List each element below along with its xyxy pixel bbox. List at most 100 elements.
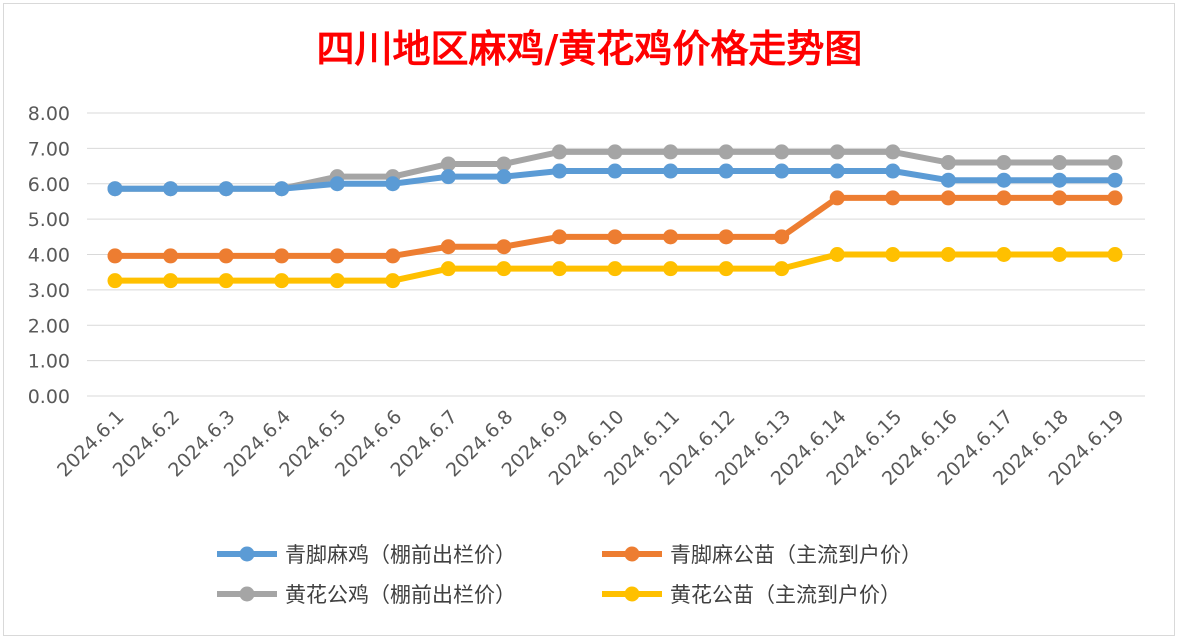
data-point bbox=[440, 239, 456, 255]
data-point bbox=[218, 181, 234, 197]
data-point bbox=[551, 229, 567, 245]
legend-swatch-marker bbox=[624, 546, 640, 562]
x-axis: 2024.6.12024.6.22024.6.32024.6.42024.6.5… bbox=[53, 406, 1128, 490]
data-point bbox=[218, 273, 234, 289]
data-point bbox=[996, 190, 1012, 206]
data-point bbox=[774, 229, 790, 245]
data-point bbox=[996, 155, 1012, 171]
data-point bbox=[385, 248, 401, 264]
data-point bbox=[940, 172, 956, 188]
data-point bbox=[440, 261, 456, 277]
legend-item: 青脚麻鸡（棚前出栏价） bbox=[217, 543, 516, 567]
data-point bbox=[163, 248, 179, 264]
legend-swatch-marker bbox=[239, 586, 255, 602]
chart-title: 四川地区麻鸡/黄花鸡价格走势图 bbox=[316, 26, 863, 71]
data-point bbox=[829, 190, 845, 206]
data-point bbox=[663, 261, 679, 277]
y-tick-label: 7.00 bbox=[28, 138, 70, 160]
data-point bbox=[1107, 172, 1123, 188]
data-point bbox=[496, 156, 512, 172]
data-point bbox=[329, 273, 345, 289]
data-point bbox=[1107, 190, 1123, 206]
data-point bbox=[718, 261, 734, 277]
data-point bbox=[385, 176, 401, 192]
data-point bbox=[607, 229, 623, 245]
data-point bbox=[107, 273, 123, 289]
data-point bbox=[274, 273, 290, 289]
data-point bbox=[885, 190, 901, 206]
series-2 bbox=[107, 190, 1123, 264]
data-point bbox=[718, 144, 734, 160]
legend-item: 黄花公苗（主流到户价） bbox=[602, 583, 901, 607]
data-point bbox=[885, 247, 901, 262]
y-axis: 0.00 1.00 2.00 3.00 4.00 5.00 6.00 7.00 8.00 bbox=[28, 103, 70, 408]
data-point bbox=[385, 273, 401, 289]
data-point bbox=[774, 163, 790, 179]
series-1 bbox=[107, 163, 1123, 197]
data-point bbox=[551, 163, 567, 179]
series-line bbox=[115, 194, 1115, 259]
data-point bbox=[1051, 172, 1067, 188]
data-point bbox=[1051, 247, 1067, 262]
data-point bbox=[996, 247, 1012, 262]
data-point bbox=[996, 172, 1012, 188]
data-point bbox=[1051, 190, 1067, 206]
data-point bbox=[163, 273, 179, 289]
legend-swatch-marker bbox=[624, 586, 640, 602]
data-point bbox=[163, 181, 179, 197]
data-point bbox=[607, 261, 623, 277]
data-point bbox=[274, 181, 290, 197]
data-point bbox=[940, 247, 956, 262]
data-point bbox=[496, 261, 512, 277]
data-point bbox=[885, 163, 901, 179]
gridlines bbox=[87, 112, 1145, 397]
data-point bbox=[496, 239, 512, 255]
data-point bbox=[774, 144, 790, 160]
data-point bbox=[718, 163, 734, 179]
data-point bbox=[107, 248, 123, 264]
series-3 bbox=[107, 247, 1123, 289]
data-point bbox=[218, 248, 234, 264]
series-layer bbox=[107, 144, 1123, 289]
data-point bbox=[107, 181, 123, 197]
y-tick-label: 1.00 bbox=[28, 351, 70, 373]
data-point bbox=[329, 248, 345, 264]
data-point bbox=[496, 169, 512, 185]
data-point bbox=[551, 144, 567, 160]
data-point bbox=[663, 229, 679, 245]
data-point bbox=[718, 229, 734, 245]
data-point bbox=[1107, 155, 1123, 171]
y-tick-label: 6.00 bbox=[28, 174, 70, 196]
data-point bbox=[829, 247, 845, 262]
legend-item: 黄花公鸡（棚前出栏价） bbox=[217, 583, 516, 607]
y-tick-label: 0.00 bbox=[28, 386, 70, 408]
legend-label: 青脚麻公苗（主流到户价） bbox=[670, 543, 922, 567]
data-point bbox=[440, 169, 456, 185]
y-tick-label: 5.00 bbox=[28, 209, 70, 231]
legend-label: 黄花公苗（主流到户价） bbox=[670, 583, 901, 607]
data-point bbox=[1107, 247, 1123, 262]
data-point bbox=[663, 144, 679, 160]
data-point bbox=[829, 144, 845, 160]
data-point bbox=[940, 190, 956, 206]
data-point bbox=[274, 248, 290, 264]
data-point bbox=[329, 176, 345, 192]
legend-label: 黄花公鸡（棚前出栏价） bbox=[285, 583, 516, 607]
data-point bbox=[1051, 155, 1067, 171]
data-point bbox=[885, 144, 901, 160]
legend-label: 青脚麻鸡（棚前出栏价） bbox=[285, 543, 516, 567]
legend: 青脚麻鸡（棚前出栏价） 青脚麻公苗（主流到户价） 黄花公鸡（棚前出栏价） 黄花公苗（主… bbox=[217, 543, 922, 607]
y-tick-label: 8.00 bbox=[28, 103, 70, 125]
data-point bbox=[940, 155, 956, 171]
legend-item: 青脚麻公苗（主流到户价） bbox=[602, 543, 922, 567]
data-point bbox=[829, 163, 845, 179]
data-point bbox=[607, 144, 623, 160]
data-point bbox=[663, 163, 679, 179]
data-point bbox=[607, 163, 623, 179]
data-point bbox=[440, 156, 456, 172]
y-tick-label: 3.00 bbox=[28, 280, 70, 302]
legend-swatch-marker bbox=[239, 546, 255, 562]
data-point bbox=[774, 261, 790, 277]
chart-frame bbox=[3, 3, 1175, 636]
